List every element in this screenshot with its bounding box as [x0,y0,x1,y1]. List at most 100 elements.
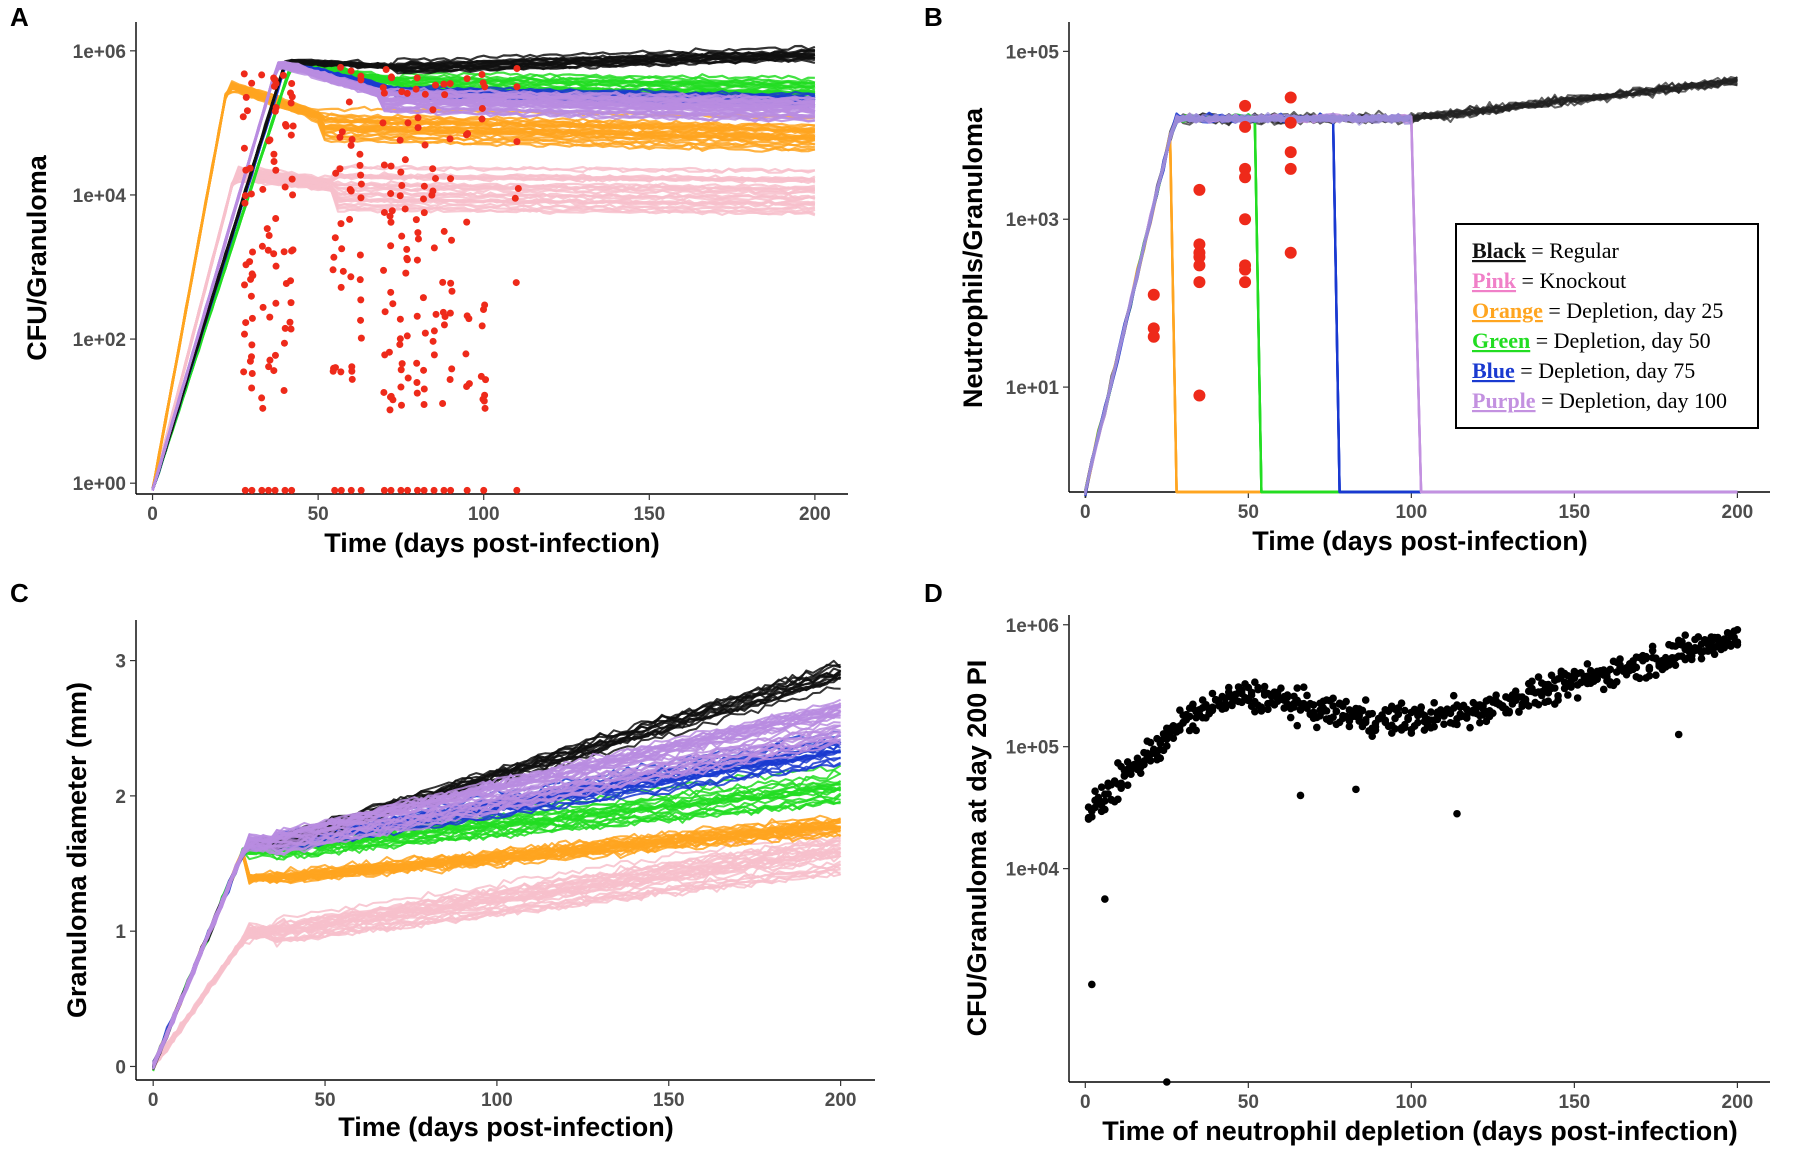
series-line-knockout [152,871,841,1072]
experimental-point [266,313,274,321]
scatter-point [1453,809,1461,818]
scatter-point [1414,718,1422,727]
experimental-point [1193,238,1206,251]
legend-key: Black [1472,238,1527,263]
experimental-point [448,287,456,295]
experimental-point [420,385,428,393]
scatter-point [1681,631,1690,639]
experimental-point [389,396,397,404]
series-line-depletion-day-100 [152,702,842,1068]
experimental-point [286,318,294,326]
experimental-point [513,486,521,494]
scatter-point [1635,674,1644,683]
scatter-point [1163,735,1171,743]
experimental-point [287,131,295,139]
experimental-point [282,122,290,130]
legend: Black = Regular Pink = Knockout Orange = D… [1455,223,1759,429]
experimental-point [356,150,364,158]
scatter-point [1394,710,1403,718]
experimental-point [398,232,406,240]
experimental-point [249,248,257,256]
y-tick-label: 2 [115,787,126,808]
legend-item: Black = Regular [1472,238,1620,263]
series-line-knockout [151,173,816,490]
experimental-point [401,205,409,213]
scatter-point [1342,697,1350,706]
scatter-point [1368,732,1377,740]
series-line-depletion-day-100 [152,739,842,1064]
experimental-point [288,175,296,183]
series-line-depletion-day-25 [152,817,841,1071]
experimental-point [396,136,404,144]
experimental-point [272,166,280,174]
scatter-point [1257,703,1266,712]
experimental-point [401,156,409,164]
experimental-point [281,183,289,191]
panel-c: C 0 50 100 150 200 0 1 2 3 Time (days post-infecti… [10,578,875,1142]
experimental-point [265,363,273,371]
experimental-point [414,124,422,132]
experimental-point [1284,146,1297,159]
experimental-point [329,266,337,274]
scatter-point [1534,673,1543,681]
series-line-depletion-day-100 [152,731,841,1068]
experimental-point [247,292,255,300]
scatter-point [1322,707,1331,715]
scatter-point [1163,742,1171,750]
x-tick-label: 200 [825,1090,857,1111]
experimental-point [413,379,421,387]
series-line-knockout [151,169,816,490]
experimental-point [264,246,272,254]
scatter-point [1185,712,1194,721]
series-line-depletion-day-25 [152,829,841,1066]
scatter-point [1564,671,1572,680]
y-tick-label: 0 [115,1057,126,1078]
scatter-point [1358,706,1367,715]
experimental-point [288,247,296,255]
series-line-knockout [151,174,816,491]
experimental-point [402,269,410,277]
scatter-point [1371,723,1380,731]
experimental-point [421,329,429,337]
x-tick-label: 150 [653,1090,685,1111]
experimental-point [240,144,248,152]
legend-item: Green = Depletion, day 50 [1472,328,1711,353]
series-line-knockout [151,180,816,491]
scatter-point [1114,795,1122,804]
experimental-point [413,74,421,82]
experimental-point [388,207,396,215]
x-tick-label: 150 [1559,1092,1591,1113]
experimental-point [338,245,346,253]
series-line-knockout [152,851,841,1069]
experimental-point [386,406,394,414]
legend-entry: Blue = Depletion, day 75 [1472,358,1695,383]
scatter-point [1251,707,1259,716]
y-axis-title: Neutrophils/Granuloma [958,107,988,408]
series-line-regular [151,48,816,491]
experimental-point [270,150,278,158]
series-line-knockout [151,174,816,491]
experimental-point [338,128,346,136]
x-axis-title: Time of neutrophil depletion (days post-… [1102,1116,1738,1146]
scatter-point [1427,708,1435,716]
scatter-point [1397,699,1406,707]
experimental-point [332,169,340,177]
y-axis-title: CFU/Granuloma [22,154,52,361]
scatter-point [1671,661,1680,670]
scatter-point [1528,677,1536,686]
experimental-point [430,327,438,335]
scatter-point [1117,779,1125,788]
scatter-point [1476,718,1484,727]
series-line-knockout [151,176,816,491]
scatter-point [1120,771,1129,780]
scatter-point [1449,691,1458,700]
x-axis-title: Time (days post-infection) [1252,526,1588,556]
experimental-point [357,194,365,202]
x-tick-label: 100 [481,1090,513,1111]
experimental-point [387,190,395,198]
experimental-point [387,218,395,226]
experimental-point [1284,116,1297,129]
experimental-point [347,187,355,195]
series-line-knockout [151,171,816,491]
experimental-point [242,93,250,101]
